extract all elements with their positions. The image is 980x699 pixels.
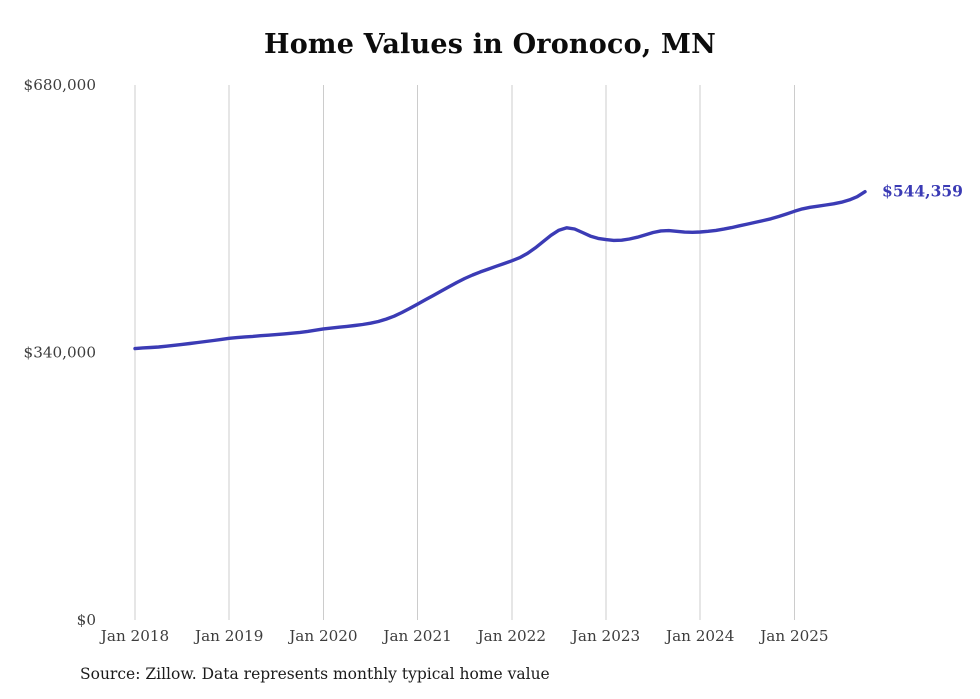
x-axis-tick-label: Jan 2021 [381,627,451,645]
y-axis-tick-label: $0 [77,611,96,629]
x-axis-tick-label: Jan 2025 [758,627,828,645]
x-axis-tick-label: Jan 2024 [664,627,734,645]
x-axis-tick-label: Jan 2018 [99,627,169,645]
x-axis-tick-label: Jan 2019 [193,627,263,645]
x-axis-tick-label: Jan 2022 [476,627,546,645]
y-axis-tick-label: $680,000 [24,76,96,94]
x-axis-tick-label: Jan 2020 [287,627,357,645]
latest-value-label: $544,359 [882,182,963,201]
x-axis-tick-label: Jan 2023 [570,627,640,645]
grid-layer [134,85,795,620]
y-axis-tick-label: $340,000 [24,344,96,362]
axis-layer: Jan 2018 Jan 2019 Jan 2020 Jan 2021 Jan 2022… [24,76,829,645]
chart-title: Home Values in Oronoco, MN [264,29,716,60]
home-value-line [133,190,867,351]
source-note: Source: Zillow. Data represents monthly … [80,665,550,683]
